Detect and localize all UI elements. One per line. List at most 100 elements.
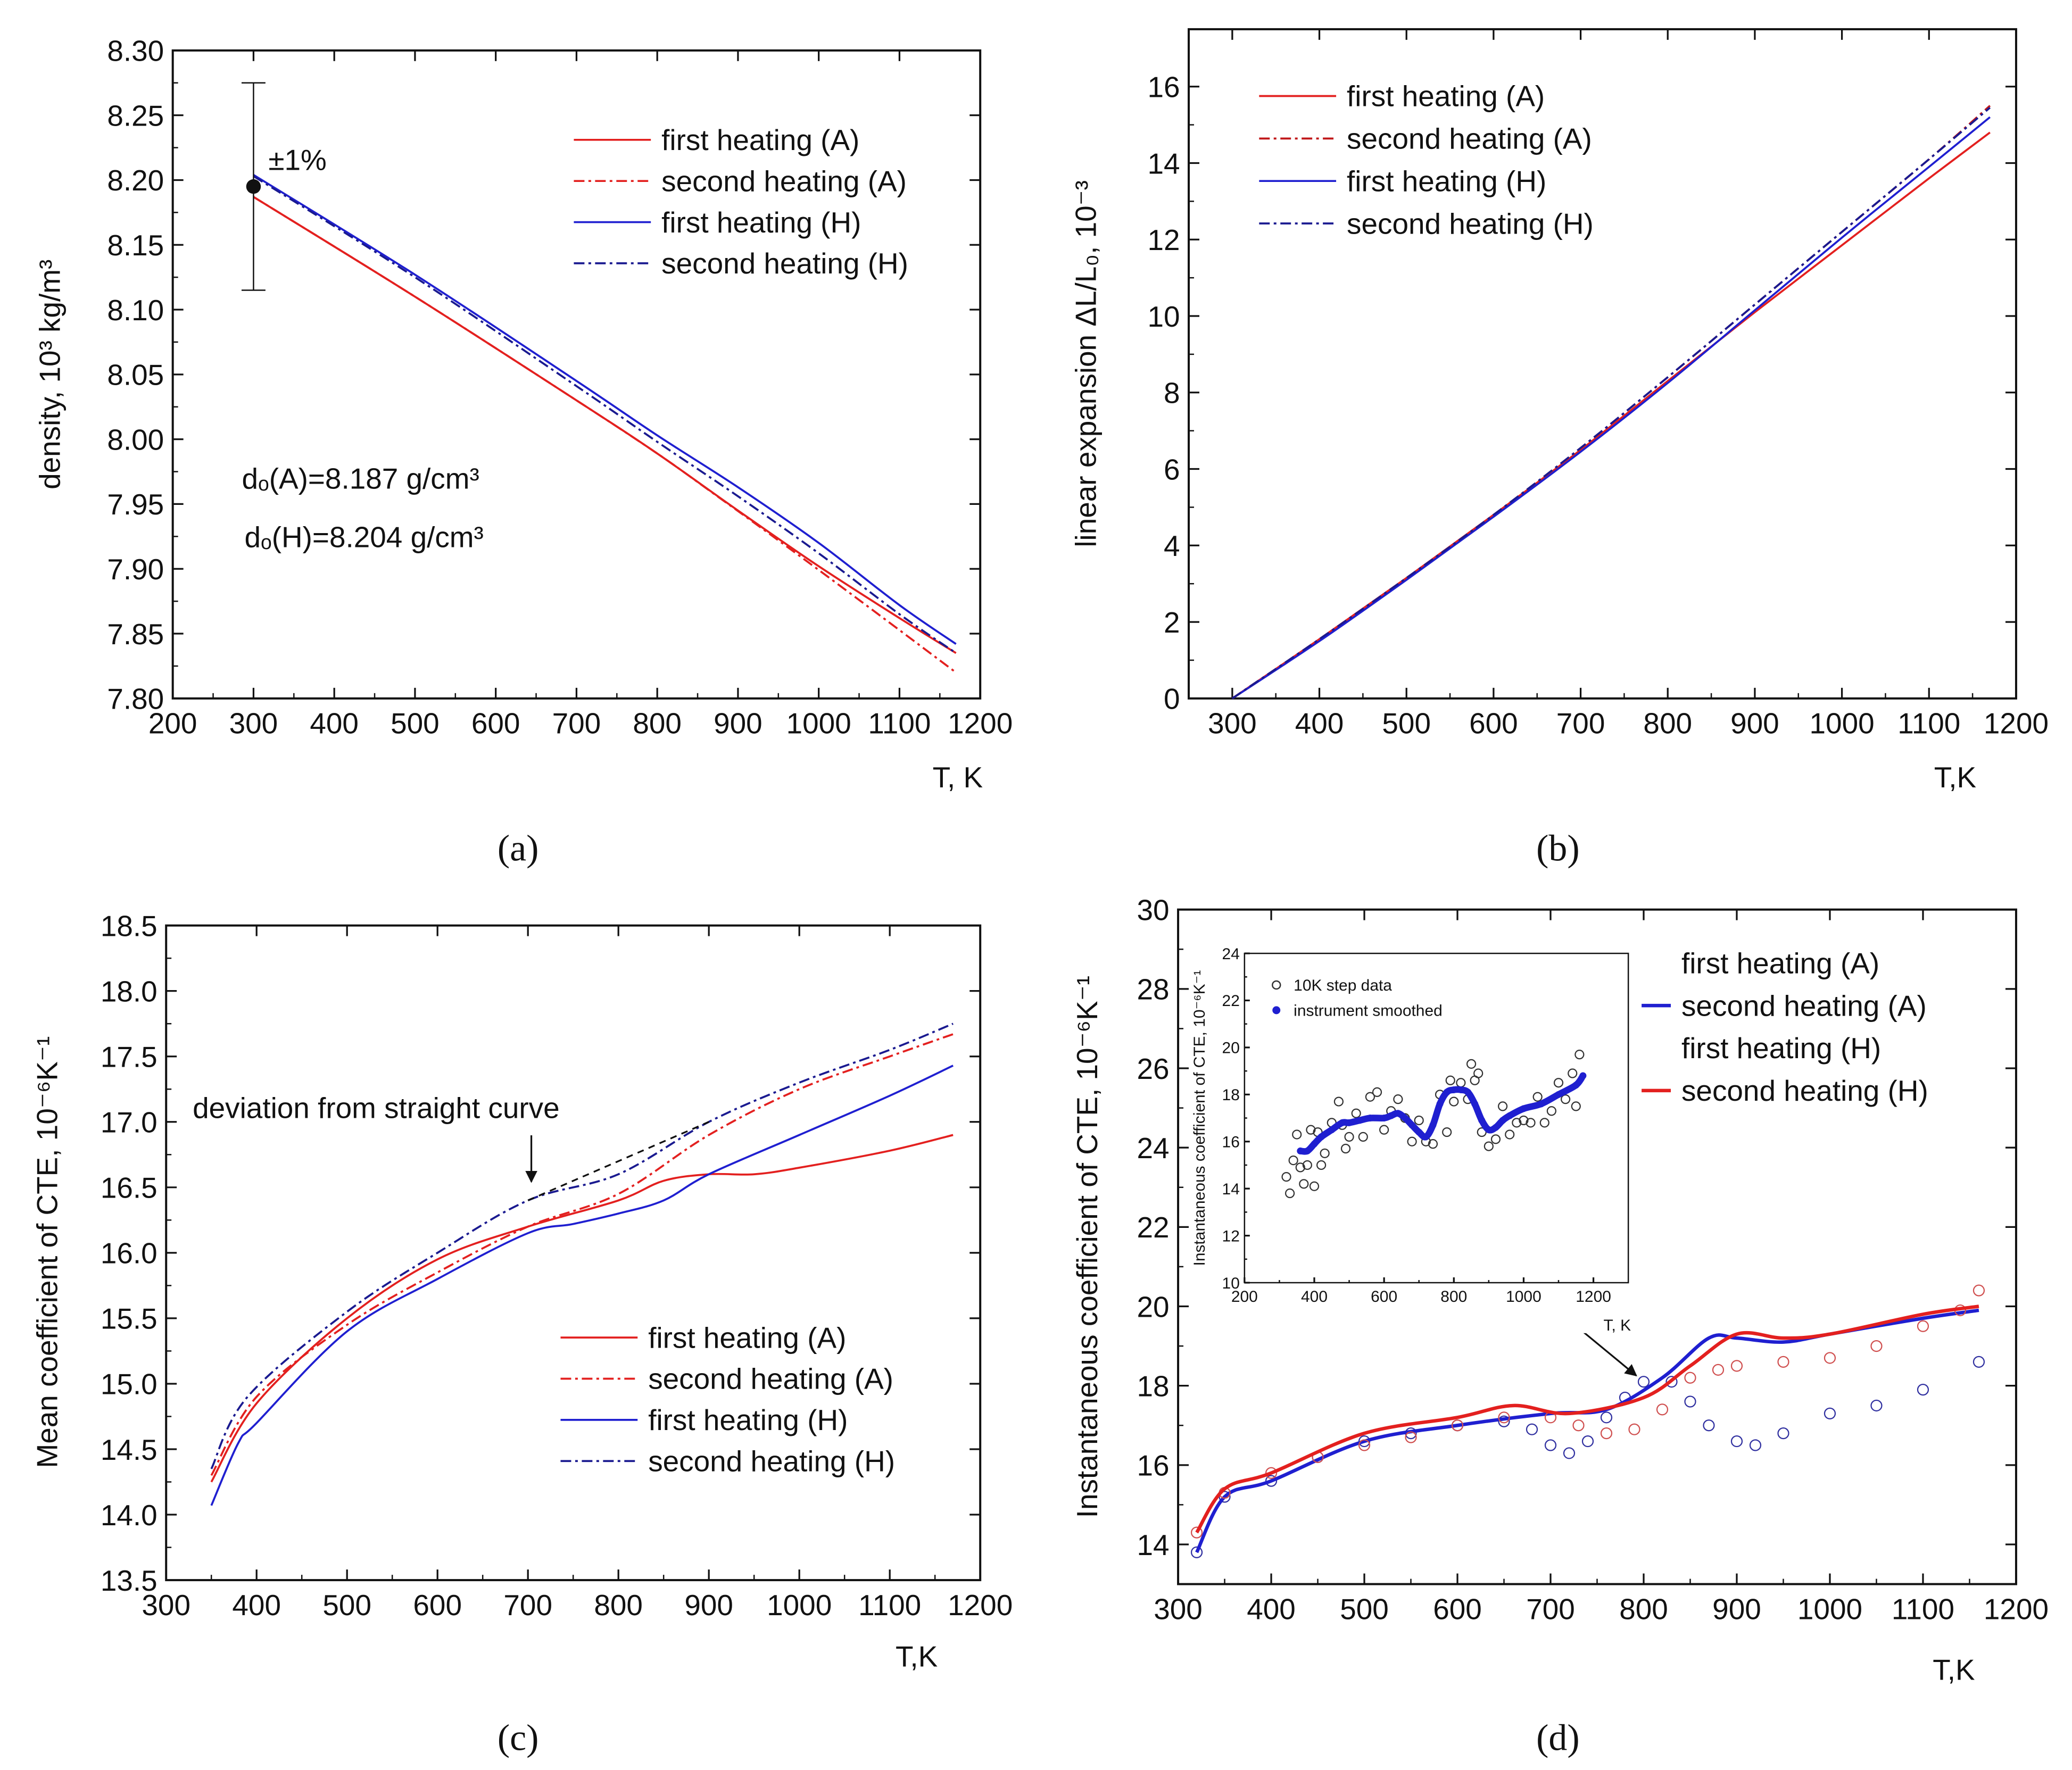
data-point	[1485, 1126, 1493, 1134]
series-line	[1231, 116, 1991, 700]
series-line	[253, 174, 957, 645]
data-point	[1572, 1419, 1585, 1432]
x-axis-label: T, K	[1604, 1317, 1631, 1334]
data-point	[1306, 1125, 1316, 1135]
data-point	[1320, 1148, 1330, 1158]
x-tick-label: 500	[391, 707, 440, 740]
series-line	[1195, 1304, 1979, 1534]
y-tick-label: 7.90	[107, 553, 164, 586]
data-point	[1498, 1415, 1510, 1427]
legend-item: first heating (A)	[1259, 80, 1545, 113]
data-point	[1490, 1134, 1501, 1144]
data-point	[1563, 1447, 1576, 1459]
data-point	[1190, 1546, 1203, 1559]
y-tick-label: 17.5	[101, 1040, 158, 1073]
series-second-heating-a-	[1231, 105, 1991, 700]
y-tick-label: 18	[1137, 1369, 1170, 1402]
x-tick-label: 1000	[1506, 1288, 1541, 1306]
series-10k-step-data	[1281, 1050, 1585, 1199]
y-axis-label: Instantaneous coefficient of CTE, 10⁻⁶K⁻…	[1191, 970, 1208, 1266]
x-tick-label: 900	[1712, 1592, 1761, 1625]
y-tick-label: 6	[1164, 453, 1180, 486]
data-point	[1526, 1423, 1538, 1435]
data-point	[1380, 1115, 1388, 1122]
data-point	[1777, 1356, 1789, 1368]
data-point	[1297, 1147, 1304, 1154]
data-point	[1190, 1526, 1203, 1539]
y-tick-label: 4	[1164, 529, 1180, 562]
data-point	[1656, 1403, 1669, 1416]
x-tick-label: 800	[1440, 1288, 1467, 1306]
data-point	[1574, 1050, 1585, 1060]
data-point	[1477, 1127, 1487, 1137]
y-tick-label: 7.95	[107, 488, 164, 521]
deviation-annotation: deviation from straight curve	[193, 1092, 559, 1125]
y-tick-label: 14.5	[101, 1433, 158, 1466]
x-tick-label: 600	[471, 707, 520, 740]
legend-item: second heating (A)	[1259, 122, 1592, 155]
data-point	[1972, 1356, 1985, 1368]
legend-label: first heating (A)	[648, 1321, 846, 1354]
data-point	[1295, 1162, 1305, 1173]
legend-item: second heating (H)	[560, 1444, 895, 1477]
series-instrument-smoothed	[1297, 1072, 1587, 1155]
data-point	[1449, 1096, 1459, 1107]
series-first-heating-h-	[1231, 116, 1991, 700]
x-tick-label: 1100	[1892, 1592, 1954, 1625]
data-point	[1600, 1411, 1613, 1424]
series-line	[210, 1065, 954, 1506]
series-second-heating-a-	[1195, 1308, 1979, 1553]
data-point	[1870, 1340, 1883, 1352]
data-point	[1506, 1112, 1513, 1119]
data-point	[1284, 1188, 1295, 1199]
y-tick-label: 18.0	[101, 975, 158, 1008]
x-tick-label: 400	[232, 1589, 281, 1622]
y-tick-label: 0	[1164, 683, 1180, 716]
data-point	[1387, 1112, 1395, 1119]
y-tick-label: 17.0	[101, 1106, 158, 1139]
series-line	[210, 1023, 954, 1469]
data-point	[1555, 1091, 1562, 1098]
data-point	[1340, 1143, 1351, 1154]
y-tick-label: 7.80	[107, 683, 164, 716]
data-point	[1457, 1086, 1464, 1093]
data-point	[1442, 1127, 1452, 1137]
data-point	[1408, 1121, 1416, 1129]
x-tick-label: 1000	[786, 707, 851, 740]
panel-caption: (a)	[498, 828, 539, 869]
data-point	[1344, 1132, 1354, 1142]
y-tick-label: 7.85	[107, 618, 164, 651]
legend-label: second heating (H)	[661, 247, 908, 280]
data-point	[1346, 1119, 1353, 1126]
y-tick-label: 8.30	[107, 35, 164, 68]
x-tick-label: 800	[594, 1589, 643, 1622]
y-tick-label: 12	[1147, 223, 1180, 256]
data-point	[1539, 1118, 1549, 1128]
legend-label: first heating (A)	[1347, 80, 1545, 113]
x-tick-label: 600	[1469, 707, 1518, 740]
y-tick-label: 8.15	[107, 229, 164, 262]
data-point	[1553, 1078, 1564, 1088]
data-point	[1571, 1101, 1581, 1111]
y-tick-label: 24	[1222, 945, 1240, 963]
y-tick-label: 28	[1137, 973, 1170, 1006]
y-tick-label: 2	[1164, 606, 1180, 639]
legend-item: second heating (A)	[560, 1362, 893, 1395]
data-point	[1568, 1068, 1578, 1078]
series-line	[210, 1134, 954, 1483]
legend-item: second heating (H)	[574, 247, 908, 280]
x-axis-label: T,K	[1933, 1653, 1975, 1686]
data-point	[1684, 1372, 1696, 1384]
legend-item: second heating (H)	[1591, 1074, 1928, 1107]
legend-label: second heating (H)	[1347, 207, 1594, 240]
x-tick-label: 900	[684, 1589, 733, 1622]
legend-item: first heating (A)	[574, 123, 859, 156]
x-tick-label: 300	[1208, 707, 1257, 740]
x-tick-label: 900	[1730, 707, 1779, 740]
data-point	[1526, 1118, 1536, 1128]
y-tick-label: 10	[1222, 1275, 1240, 1292]
y-tick-label: 24	[1137, 1132, 1170, 1165]
straight-reference-line	[527, 1121, 709, 1201]
y-axis-label: Instantaneous coefficient of CTE, 10⁻⁶K⁻…	[1071, 976, 1104, 1518]
y-tick-label: 22	[1137, 1211, 1170, 1244]
